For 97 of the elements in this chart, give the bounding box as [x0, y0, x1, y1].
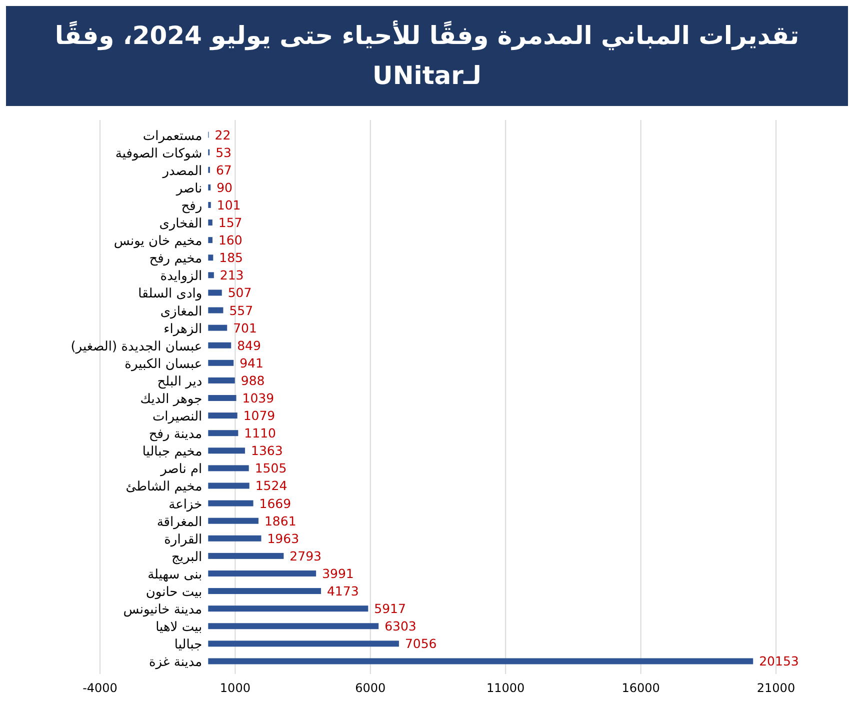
y-tick-label: مستعمرات [142, 128, 202, 144]
data-label: 1963 [267, 530, 300, 546]
data-label: 941 [240, 355, 264, 370]
data-label: 1505 [254, 460, 287, 476]
y-tick-label: وادى السلقا [138, 286, 202, 302]
y-tick-label: المغراقة [156, 514, 202, 530]
data-label: 101 [216, 197, 241, 212]
data-label: 67 [216, 162, 232, 178]
y-tick-label: مخيم جباليا [142, 444, 202, 460]
bar [208, 448, 246, 454]
data-label: 4173 [327, 584, 359, 599]
bar [208, 465, 249, 472]
y-tick-label: المغازى [160, 304, 202, 320]
bar [208, 412, 238, 419]
data-label: 22 [214, 127, 231, 142]
bar [208, 237, 212, 244]
y-tick-label: شوكات الصوفية [115, 146, 202, 162]
bar [208, 552, 284, 559]
y-tick-label: دير البلح [157, 374, 202, 390]
bar [208, 254, 214, 261]
y-tick-label: مخيم رفح [149, 252, 202, 267]
bar [208, 290, 222, 296]
bar [208, 658, 754, 664]
bar [208, 307, 224, 314]
bar [208, 482, 250, 489]
y-tick-label: بنى سهيلة [148, 567, 202, 582]
data-label: 1363 [251, 443, 283, 458]
y-tick-label: جوهر الديك [140, 392, 202, 407]
bar [208, 500, 254, 506]
y-tick-label: ناصر [175, 181, 202, 196]
x-tick-label: 1000 [220, 681, 250, 695]
y-tick-label: مدينة غزة [148, 655, 202, 670]
y-tick-label: الزهراء [164, 322, 202, 337]
bar [208, 220, 212, 226]
data-label: 701 [233, 320, 257, 336]
y-tick-label: القرارة [164, 532, 202, 548]
bar [208, 518, 258, 524]
data-label: 2793 [290, 548, 322, 564]
data-label: 849 [237, 338, 262, 353]
y-tick-label: مدينة خانيونس [123, 602, 202, 618]
data-label: 7056 [404, 636, 437, 652]
y-tick-label: مدينة رفح [148, 427, 202, 442]
y-tick-label: جباليا [174, 638, 202, 653]
data-label: 6303 [384, 618, 416, 634]
data-label: 1669 [259, 496, 292, 511]
chart-title: تقديرات المباني المدمرة وفقًا للأحياء حتى يوليو 2024، وفقًا لـUNitar [54, 19, 800, 92]
y-tick-label: الفخارى [159, 216, 202, 232]
y-tick-label: ام ناصر [160, 462, 202, 478]
y-tick-label: بيت حانون [146, 585, 202, 600]
y-tick-label: مخيم خان يونس [114, 234, 202, 250]
data-label: 3991 [322, 566, 354, 581]
y-tick-label: المصدر [162, 164, 202, 179]
bar [208, 430, 238, 436]
data-label: 53 [216, 144, 232, 160]
bar [208, 377, 235, 384]
bar [208, 272, 214, 278]
x-tick-label: -4000 [82, 681, 118, 695]
x-tick-label: 16000 [622, 681, 660, 695]
bar [208, 342, 232, 348]
x-tick-label: 11000 [486, 681, 525, 695]
data-label: 1079 [243, 408, 276, 424]
data-label: 507 [228, 285, 252, 300]
data-label: 160 [218, 232, 242, 248]
x-tick-label: 6000 [355, 681, 386, 695]
y-tick-label: النصيرات [152, 410, 202, 425]
bar [208, 640, 399, 647]
bar [208, 588, 321, 594]
bar [208, 535, 262, 542]
bar [208, 395, 236, 401]
x-tick-label: 21000 [756, 681, 796, 695]
y-tick-label: عبسان الكبيرة [124, 356, 202, 372]
bar [208, 324, 228, 331]
data-label: 1039 [242, 390, 274, 406]
data-label: 20153 [759, 654, 799, 669]
y-tick-label: خزاعة [168, 497, 202, 512]
bar [208, 202, 211, 208]
bar [208, 184, 211, 190]
data-label: 988 [240, 372, 265, 388]
y-tick-label: مخيم الشاطئ [126, 480, 202, 495]
y-tick-label: الزوايدة [160, 269, 202, 284]
y-tick-label: عبسان الجديدة (الصغير) [70, 339, 202, 354]
y-tick-label: البريج [171, 550, 202, 565]
data-label: 213 [220, 268, 244, 283]
data-label: 185 [219, 250, 244, 266]
bar [208, 623, 379, 630]
y-tick-label: رفح [181, 198, 202, 214]
data-label: 1861 [264, 513, 296, 528]
bar [208, 360, 234, 366]
data-label: 90 [216, 180, 233, 195]
data-label: 5917 [374, 601, 406, 616]
bar [208, 570, 316, 576]
bar [208, 606, 368, 612]
data-label: 1110 [244, 426, 276, 441]
data-label: 557 [229, 302, 254, 318]
y-tick-label: بيت لاهيا [156, 620, 202, 636]
data-label: 1524 [255, 478, 288, 494]
data-label: 157 [218, 215, 242, 230]
